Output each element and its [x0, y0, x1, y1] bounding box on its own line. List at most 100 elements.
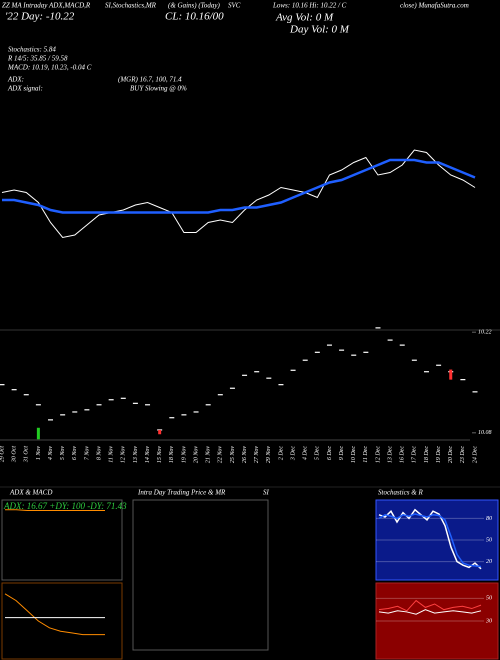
- header-text: R 14/5: 35.85 / 59.58: [7, 55, 68, 63]
- header-text: Lows: 10.16 Hi: 10.22 / C: [272, 2, 347, 10]
- dash: [169, 417, 175, 419]
- header-text: MACD: 10.19, 10.23, -0.04 C: [7, 64, 92, 72]
- dash: [145, 404, 151, 406]
- dash: [375, 327, 381, 329]
- x-tick-label: 12 Dec: [375, 446, 381, 463]
- dash: [217, 394, 223, 396]
- x-tick-label: 8 Nov: [96, 446, 102, 461]
- x-tick-label: 11 Dec: [363, 446, 369, 463]
- panel: [375, 582, 499, 660]
- dash: [84, 409, 90, 411]
- x-tick-label: 21 Nov: [206, 446, 212, 464]
- x-tick-label: 4 Dec: [302, 446, 309, 460]
- bar: [158, 429, 162, 435]
- dash: [363, 351, 369, 353]
- series-line: [4, 593, 105, 636]
- header-text: CL: 10.16/00: [165, 11, 224, 23]
- dash: [411, 359, 417, 361]
- dash: [254, 371, 260, 373]
- dash: [472, 391, 478, 393]
- header-text: (MGR) 16.7, 100, 71.4: [118, 76, 182, 84]
- dash: [278, 384, 284, 386]
- header-text: Day Vol: 0 M: [289, 24, 350, 36]
- x-tick-label: 17 Dec: [412, 446, 418, 463]
- x-tick-label: 19 Nov: [181, 446, 187, 464]
- dash: [436, 364, 442, 366]
- dash: [302, 359, 308, 361]
- header-text: Avg Vol: 0 M: [275, 12, 334, 24]
- x-tick-label: 10 Dec: [351, 446, 357, 463]
- y-tick-label: 50: [486, 596, 492, 602]
- x-tick-label: 7 Nov: [84, 446, 90, 461]
- dash: [326, 344, 332, 346]
- series-line: [378, 513, 482, 568]
- x-tick-label: 18 Dec: [424, 446, 430, 463]
- series-line: [5, 509, 105, 511]
- x-tick-label: 13 Dec: [387, 446, 393, 463]
- series-line: [378, 599, 482, 612]
- dash: [23, 394, 29, 396]
- dash: [399, 344, 405, 346]
- panel: [1, 582, 123, 660]
- x-tick-label: 18 Nov: [169, 446, 175, 464]
- dash: [351, 354, 357, 356]
- header-text: (& Gains) (Today): [168, 2, 221, 10]
- x-tick-label: 9 Dec: [339, 446, 345, 460]
- x-tick-label: 29 Nov: [266, 446, 272, 464]
- dash: [242, 374, 248, 376]
- y-tick-label: 20: [486, 559, 492, 565]
- panel-subtitle: SI: [263, 489, 270, 497]
- x-tick-label: 16 Dec: [400, 446, 406, 463]
- y-tick-label: 30: [485, 618, 492, 624]
- dash: [35, 404, 41, 406]
- dash: [229, 387, 235, 389]
- y-tick-label: 10.08: [478, 430, 492, 436]
- series-line: [2, 158, 476, 214]
- dash: [339, 349, 345, 351]
- dash: [205, 404, 211, 406]
- x-tick-label: 13 Nov: [133, 446, 139, 464]
- header-text: BUY Slowing @ 0%: [130, 85, 187, 93]
- panel-title: Stochastics & R: [378, 489, 423, 497]
- dash: [193, 411, 199, 413]
- x-tick-label: 1 Nov: [36, 446, 42, 461]
- header-text: Stochastics: 5.84: [8, 46, 56, 54]
- x-tick-label: 6 Nov: [72, 446, 78, 461]
- dash: [387, 339, 393, 341]
- dash: [120, 397, 126, 399]
- x-tick-label: 22 Nov: [218, 446, 224, 464]
- panel-title: Intra Day Trading Price & MR: [137, 489, 226, 497]
- x-tick-label: 23 Dec: [460, 446, 466, 463]
- dash: [423, 371, 429, 373]
- x-tick-label: 27 Nov: [254, 446, 260, 464]
- panel-title: ADX & MACD: [9, 489, 52, 497]
- panel-text: ADX: 16.67 +DY: 100 -DY: 71.43: [3, 501, 127, 511]
- panel: [132, 499, 269, 651]
- dash: [0, 384, 5, 386]
- x-tick-label: 20 Nov: [193, 446, 199, 464]
- x-tick-label: 14 Nov: [144, 446, 151, 464]
- panel: [1, 499, 123, 581]
- x-tick-label: 30 Oct: [12, 446, 18, 463]
- dash: [11, 389, 17, 391]
- y-tick-label: 10.22: [478, 330, 492, 336]
- dash: [314, 351, 320, 353]
- y-tick-label: 50: [486, 537, 492, 543]
- header-text: SI,Stochastics,MR: [105, 2, 157, 10]
- x-tick-label: 31 Oct: [24, 446, 30, 463]
- header-text: SVC: [228, 2, 241, 10]
- dash: [72, 411, 78, 413]
- dash: [132, 402, 138, 404]
- dash: [181, 414, 187, 416]
- x-tick-label: 20 Dec: [448, 446, 454, 463]
- header-text: close) MunafaSutra.com: [400, 2, 469, 10]
- x-tick-label: 6 Dec: [327, 446, 333, 460]
- bar: [36, 427, 40, 440]
- header-text: ADX:: [7, 76, 24, 84]
- series-line: [1, 149, 476, 239]
- x-tick-label: 3 Dec: [290, 446, 296, 461]
- x-tick-label: 12 Nov: [121, 446, 127, 464]
- x-tick-label: 19 Dec: [436, 446, 442, 463]
- dash: [460, 379, 466, 381]
- header-text: '22 Day: -10.22: [5, 11, 75, 23]
